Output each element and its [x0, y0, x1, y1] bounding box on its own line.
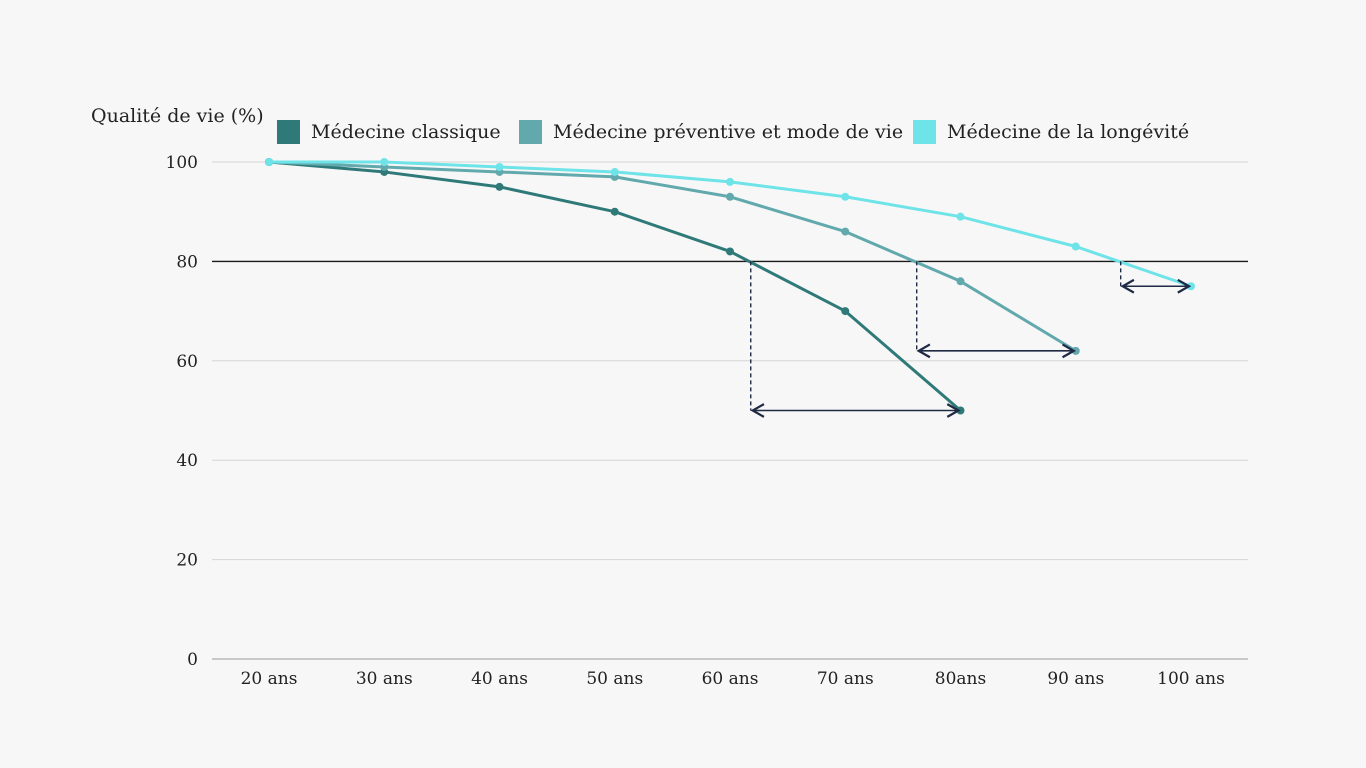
lifespan-gain-annotation — [916, 261, 1077, 359]
series-3 — [265, 158, 1195, 291]
legend-item: Médecine classique — [277, 120, 501, 144]
lifespan-gain-annotation — [1119, 261, 1192, 294]
data-point — [841, 307, 850, 316]
x-tick-label: 40 ans — [471, 669, 528, 689]
legend-label: Médecine classique — [311, 121, 501, 143]
legend: Médecine classique Médecine préventive et… — [277, 120, 1189, 144]
y-tick-label: 60 — [176, 352, 198, 372]
data-point — [495, 182, 504, 191]
data-point — [495, 162, 504, 171]
x-tick-label: 20 ans — [241, 669, 298, 689]
y-tick-label: 80 — [176, 252, 198, 272]
x-axis-tick-labels: 20 ans 30 ans 40 ans 50 ans 60 ans 70 ans 80an… — [241, 669, 1225, 689]
legend-swatch — [277, 120, 300, 144]
data-point — [956, 212, 965, 221]
data-point — [1071, 242, 1080, 251]
y-tick-label: 100 — [166, 153, 198, 173]
x-tick-label: 60 ans — [702, 669, 759, 689]
legend-item: Médecine préventive et mode de vie — [519, 120, 903, 144]
legend-swatch — [913, 120, 936, 144]
series-1 — [265, 158, 965, 415]
y-tick-label: 20 — [176, 551, 198, 571]
x-tick-label: 100 ans — [1157, 669, 1225, 689]
data-point — [956, 277, 965, 286]
x-tick-label: 70 ans — [817, 669, 874, 689]
data-point — [380, 158, 389, 166]
data-point — [265, 158, 273, 166]
annotations — [750, 261, 1192, 418]
y-tick-label: 0 — [187, 650, 198, 670]
y-axis-title: Qualité de vie (%) — [91, 105, 264, 127]
data-point — [841, 192, 850, 201]
y-axis-tick-labels: 0 20 40 60 80 100 — [166, 153, 198, 670]
legend-label: Médecine préventive et mode de vie — [553, 121, 903, 143]
lifespan-gain-annotation — [750, 261, 961, 418]
legend-swatch — [519, 120, 542, 144]
x-tick-label: 80ans — [935, 669, 986, 689]
x-tick-label: 30 ans — [356, 669, 413, 689]
data-point — [610, 207, 619, 216]
legend-label: Médecine de la longévité — [947, 121, 1189, 143]
x-tick-label: 90 ans — [1047, 669, 1104, 689]
data-point — [726, 192, 734, 201]
legend-item: Médecine de la longévité — [913, 120, 1189, 144]
y-tick-label: 40 — [176, 451, 198, 471]
data-point — [610, 167, 619, 176]
series-2 — [265, 158, 1080, 355]
data-point — [726, 177, 734, 186]
x-tick-label: 50 ans — [586, 669, 643, 689]
data-point — [726, 247, 734, 256]
data-point — [841, 227, 850, 236]
grid — [212, 161, 1248, 660]
series — [265, 158, 1195, 415]
series-line — [267, 160, 1078, 353]
